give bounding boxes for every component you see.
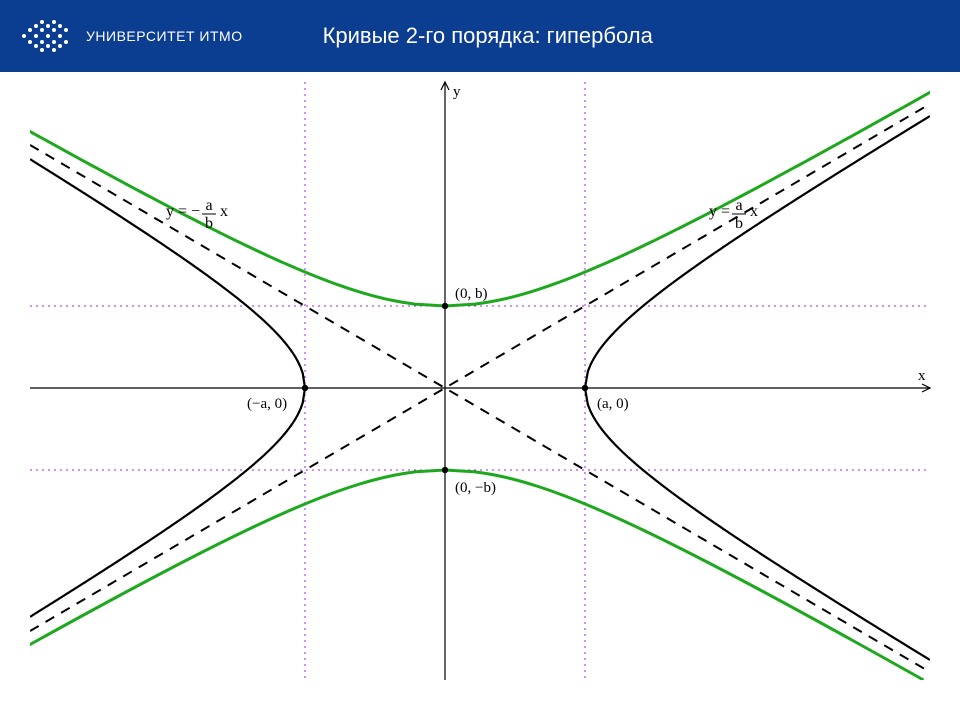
svg-text:x: x <box>220 203 228 220</box>
svg-text:(0, b): (0, b) <box>455 286 488 302</box>
svg-text:(a, 0): (a, 0) <box>597 396 629 412</box>
svg-text:a: a <box>735 197 742 214</box>
svg-text:a: a <box>205 197 212 214</box>
svg-text:b: b <box>205 215 213 232</box>
itmo-dots-icon <box>18 16 72 56</box>
svg-text:(0, −b): (0, −b) <box>455 480 496 496</box>
svg-text:b: b <box>735 215 743 232</box>
slide-title: Кривые 2-го порядка: гипербола <box>323 23 653 49</box>
svg-text:x: x <box>750 203 758 220</box>
diagram-canvas: xy(a, 0)(−a, 0)(0, b)(0, −b)y = ab xy = … <box>0 72 960 720</box>
svg-text:y =: y = <box>709 203 730 220</box>
slide-header: УНИВЕРСИТЕТ ИТМО Кривые 2-го порядка: ги… <box>0 0 960 72</box>
brand-text: УНИВЕРСИТЕТ ИТМО <box>86 28 243 44</box>
svg-text:y = −: y = − <box>166 203 200 220</box>
brand-logo: УНИВЕРСИТЕТ ИТМО <box>18 16 243 56</box>
svg-text:(−a, 0): (−a, 0) <box>247 396 287 412</box>
svg-text:y: y <box>453 84 461 100</box>
svg-text:x: x <box>918 368 926 384</box>
